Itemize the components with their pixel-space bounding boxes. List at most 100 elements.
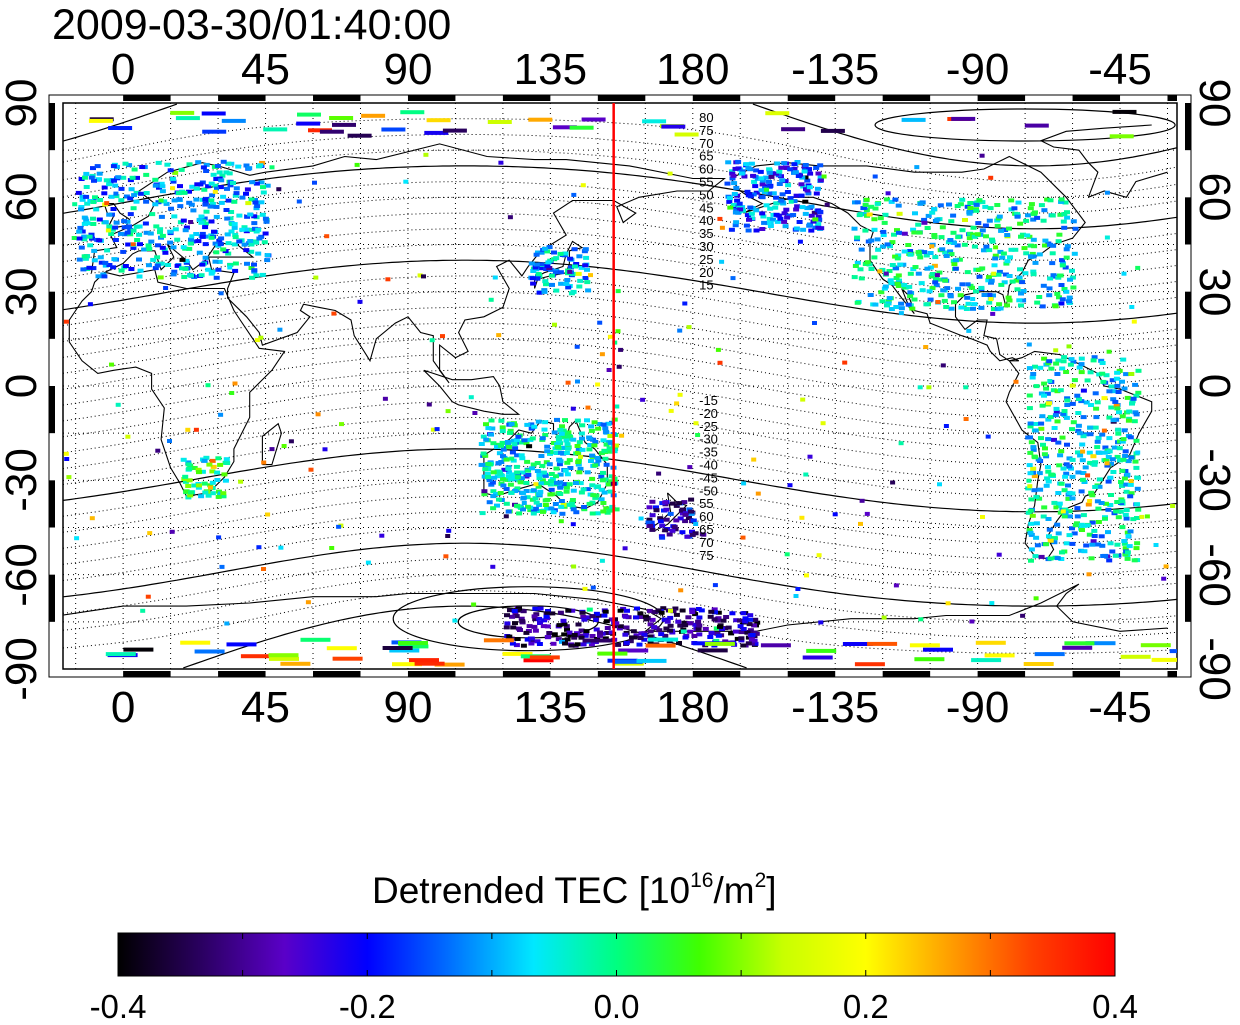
tec-point xyxy=(854,200,861,205)
tec-point xyxy=(1045,517,1052,521)
tec-point xyxy=(1086,572,1092,577)
tec-point xyxy=(193,427,199,432)
tec-point xyxy=(677,516,684,521)
tec-point xyxy=(669,528,676,533)
tec-point xyxy=(524,637,531,642)
tec-point xyxy=(664,619,671,624)
tec-point xyxy=(965,301,972,306)
tec-point xyxy=(96,177,102,182)
tec-point xyxy=(1063,255,1070,260)
tec-point xyxy=(984,653,1015,658)
tec-point xyxy=(66,475,72,480)
tec-point xyxy=(269,447,275,452)
tec-point xyxy=(247,239,254,243)
tec-point xyxy=(1057,453,1064,458)
tec-point xyxy=(982,204,989,209)
tec-point xyxy=(485,426,492,431)
tec-point xyxy=(932,280,939,285)
tec-point xyxy=(946,202,952,207)
tec-point xyxy=(548,479,555,484)
contour-line xyxy=(63,103,1177,167)
tec-point xyxy=(167,229,174,234)
tec-point xyxy=(1095,435,1102,440)
colorbar-title-exponent2: 2 xyxy=(754,869,767,892)
tec-point xyxy=(253,273,260,278)
tec-point xyxy=(1051,500,1058,505)
border-segment xyxy=(1185,103,1191,151)
tec-point xyxy=(901,117,926,122)
tec-point xyxy=(741,481,747,486)
tec-point xyxy=(646,517,653,522)
tec-point xyxy=(535,419,542,424)
tec-point xyxy=(1004,303,1010,308)
tec-point xyxy=(1055,491,1062,495)
tec-point xyxy=(907,271,914,276)
tec-point xyxy=(1095,506,1102,511)
tec-point xyxy=(1132,459,1139,464)
tec-point xyxy=(612,624,619,629)
tec-point xyxy=(994,223,1001,228)
tec-point xyxy=(781,161,788,166)
tec-point xyxy=(254,338,260,343)
tec-point xyxy=(1030,372,1037,376)
tec-point xyxy=(933,283,940,288)
tec-point xyxy=(691,634,698,638)
tec-point xyxy=(751,623,758,628)
tec-point xyxy=(1031,474,1038,479)
tec-point xyxy=(570,507,577,512)
tec-point xyxy=(854,300,861,305)
tec-point xyxy=(205,184,212,189)
tec-point xyxy=(1110,397,1117,402)
tec-point xyxy=(962,218,968,222)
tec-point xyxy=(1123,508,1130,512)
tec-point xyxy=(1030,217,1037,222)
tec-point xyxy=(599,478,606,483)
tec-point xyxy=(911,297,918,302)
tec-point xyxy=(1060,359,1067,364)
tec-point xyxy=(417,273,423,278)
tec-point xyxy=(649,617,656,622)
tec-point xyxy=(658,610,665,615)
tec-point xyxy=(1080,415,1087,420)
tec-point xyxy=(787,196,794,201)
tec-point xyxy=(759,182,766,187)
tec-point xyxy=(581,505,588,509)
tec-point xyxy=(722,626,729,631)
tec-point xyxy=(538,454,545,458)
contour-line xyxy=(63,574,1177,639)
tec-point xyxy=(1091,355,1098,360)
tec-point xyxy=(115,175,122,180)
tec-point xyxy=(142,221,149,226)
tec-point xyxy=(1020,298,1027,303)
tec-point xyxy=(1046,286,1053,291)
tec-point xyxy=(1124,556,1131,561)
tec-point xyxy=(730,276,736,281)
tec-point xyxy=(698,608,705,613)
tec-point xyxy=(1115,390,1122,394)
tec-point xyxy=(595,382,601,387)
tec-point xyxy=(1153,543,1159,547)
tec-point xyxy=(115,402,121,407)
tec-point xyxy=(215,267,222,272)
tec-point xyxy=(583,255,590,260)
tec-point xyxy=(917,385,923,390)
tec-point xyxy=(729,171,736,176)
tec-point xyxy=(921,217,928,222)
tec-point xyxy=(582,638,613,643)
tec-point xyxy=(1070,285,1077,290)
tec-point xyxy=(744,189,751,194)
tec-point xyxy=(229,391,235,395)
tec-point xyxy=(231,199,238,204)
tec-point xyxy=(1030,237,1037,242)
border-segment xyxy=(313,95,361,101)
tec-point xyxy=(580,642,587,647)
tec-point xyxy=(990,293,996,298)
tec-point xyxy=(542,473,549,478)
tec-point xyxy=(1128,455,1135,460)
tec-point xyxy=(1024,233,1031,238)
tec-point xyxy=(797,239,803,244)
tec-point xyxy=(555,637,562,642)
tec-point xyxy=(1103,458,1110,462)
tec-point xyxy=(678,588,684,593)
tec-point xyxy=(106,212,113,217)
